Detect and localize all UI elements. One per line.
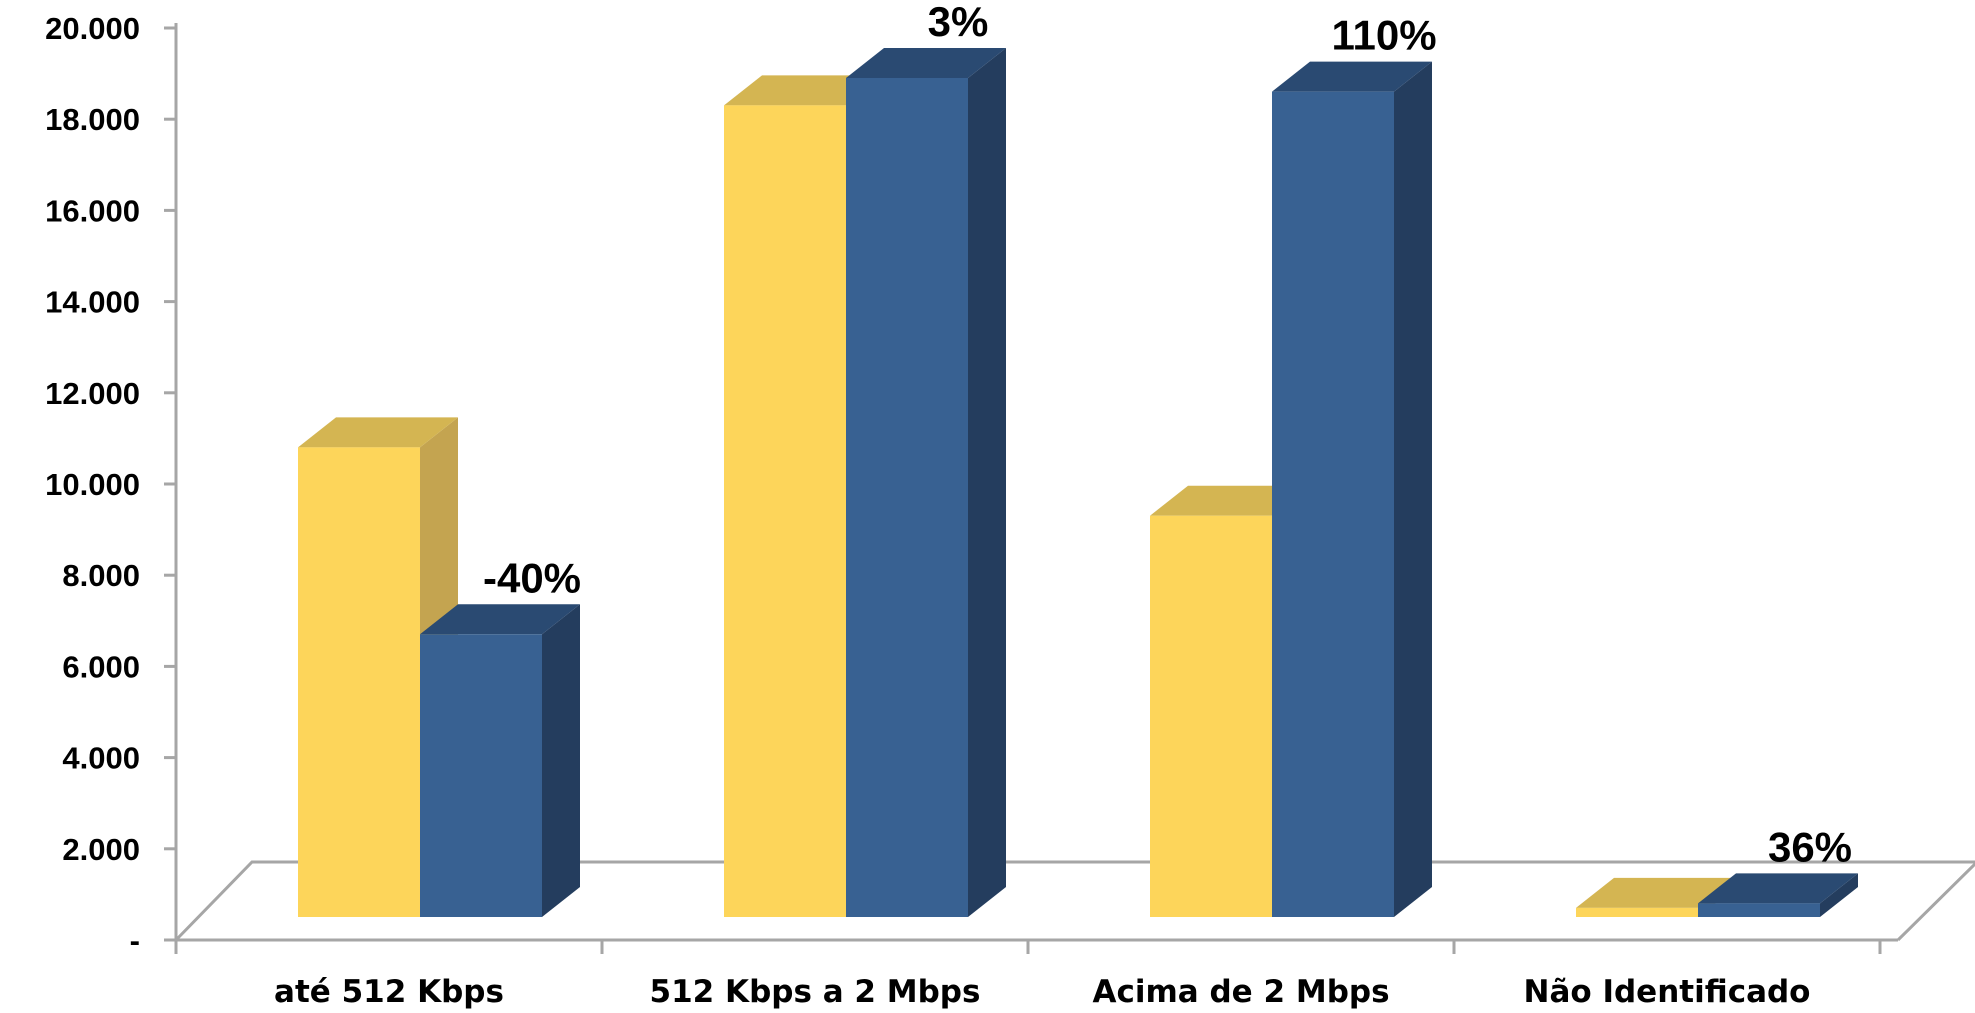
y-tick-label: 14.000 bbox=[45, 285, 140, 320]
y-tick-label: 16.000 bbox=[45, 193, 140, 228]
y-tick-label: 8.000 bbox=[62, 558, 140, 593]
bar-top bbox=[846, 47, 1006, 78]
bar-top bbox=[724, 75, 884, 106]
chart-bars bbox=[298, 47, 1858, 917]
y-tick-label: 10.000 bbox=[45, 467, 140, 502]
bar-side bbox=[1820, 873, 1858, 917]
bar bbox=[420, 634, 542, 917]
bar bbox=[1272, 91, 1394, 917]
x-tick-label: Não Identificado bbox=[1524, 974, 1811, 1010]
bar-top bbox=[1576, 877, 1736, 908]
bar bbox=[1576, 907, 1698, 917]
bar bbox=[724, 105, 846, 917]
y-tick-label: 2.000 bbox=[62, 832, 140, 867]
chart-floor bbox=[174, 860, 1975, 942]
y-tick-label: 18.000 bbox=[45, 102, 140, 137]
bar-top bbox=[1272, 61, 1432, 92]
chart-axes: - 2.000 4.000 6.000 8.000 10.000 12.000 14.000 1… bbox=[45, 11, 1898, 958]
bar bbox=[1150, 515, 1272, 917]
bar-top bbox=[298, 417, 458, 448]
x-tick-label: até 512 Kbps bbox=[274, 974, 504, 1010]
bar-top bbox=[420, 604, 580, 635]
bar-side bbox=[542, 604, 580, 917]
y-tick-label: 6.000 bbox=[62, 649, 140, 684]
data-label: 36% bbox=[1768, 823, 1852, 870]
bar-side bbox=[968, 47, 1006, 917]
data-label: -40% bbox=[483, 554, 581, 601]
x-tick-label: 512 Kbps a 2 Mbps bbox=[650, 974, 981, 1010]
bar-side bbox=[1394, 61, 1432, 917]
bar-top bbox=[1150, 485, 1310, 516]
data-label: 110% bbox=[1331, 12, 1436, 59]
bar bbox=[1698, 903, 1820, 917]
chart-labels: até 512 Kbps -40% 512 Kbps a 2 Mbps 3% Acima… bbox=[274, 0, 1852, 1010]
y-tick-label: 12.000 bbox=[45, 376, 140, 411]
floor-outline bbox=[174, 860, 1975, 942]
bar bbox=[298, 447, 420, 917]
y-tick-label: - bbox=[130, 923, 140, 958]
y-tick-label: 20.000 bbox=[45, 11, 140, 46]
y-tick-label: 4.000 bbox=[62, 741, 140, 776]
x-tick-label: Acima de 2 Mbps bbox=[1092, 974, 1389, 1010]
bar bbox=[846, 77, 968, 917]
data-label: 3% bbox=[928, 0, 989, 45]
bar-top bbox=[1698, 873, 1858, 904]
